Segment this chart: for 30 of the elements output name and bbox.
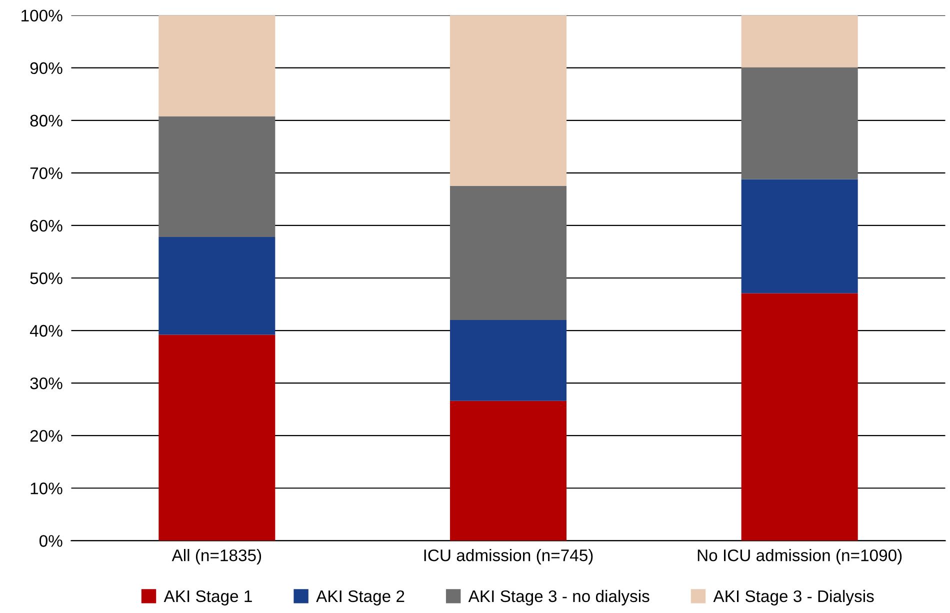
- bar: [158, 116, 276, 238]
- y-tick-label: 0%: [39, 535, 62, 547]
- bar: [450, 400, 567, 541]
- y-tick-label: 90%: [30, 62, 62, 74]
- bar: [158, 334, 276, 541]
- x-tick-label: No ICU admission (n=1090): [698, 549, 902, 565]
- y-tick-label: 50%: [30, 272, 62, 284]
- legend-label: AKI Stage 3 - Dialysis: [713, 590, 874, 606]
- y-tick-label: 100%: [22, 10, 62, 22]
- bar: [741, 67, 858, 180]
- bar: [450, 15, 567, 186]
- legend-label: AKI Stage 1: [164, 590, 252, 606]
- y-tick-label: 70%: [30, 167, 62, 180]
- y-tick-label: 40%: [30, 324, 62, 337]
- legend-label: AKI Stage 2: [316, 590, 404, 606]
- y-tick-label: 80%: [30, 114, 62, 127]
- bar: [450, 186, 567, 320]
- y-tick-label: 30%: [30, 377, 62, 390]
- x-tick-label: ICU admission (n=745): [424, 549, 593, 565]
- bar: [158, 237, 276, 335]
- bar: [741, 15, 858, 68]
- bar: [741, 293, 858, 541]
- bar: [741, 179, 858, 294]
- y-tick-label: 20%: [30, 430, 62, 442]
- x-tick-label: All (n=1835): [172, 549, 262, 565]
- y-tick-label: 60%: [30, 220, 62, 232]
- legend-label: AKI Stage 3 - no dialysis: [468, 590, 650, 606]
- y-tick-label: 10%: [30, 482, 62, 494]
- bar: [450, 320, 567, 401]
- bar: [158, 15, 276, 116]
